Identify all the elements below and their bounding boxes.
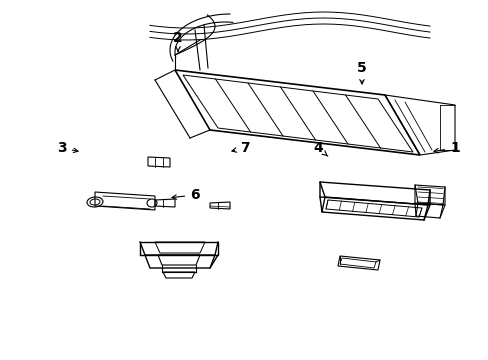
Text: 2: 2 [173,31,183,51]
Text: 6: 6 [172,188,200,202]
Text: 7: 7 [231,141,249,155]
Text: 1: 1 [433,141,459,155]
Text: 3: 3 [57,141,78,155]
Text: 5: 5 [356,61,366,84]
Text: 4: 4 [312,141,327,156]
